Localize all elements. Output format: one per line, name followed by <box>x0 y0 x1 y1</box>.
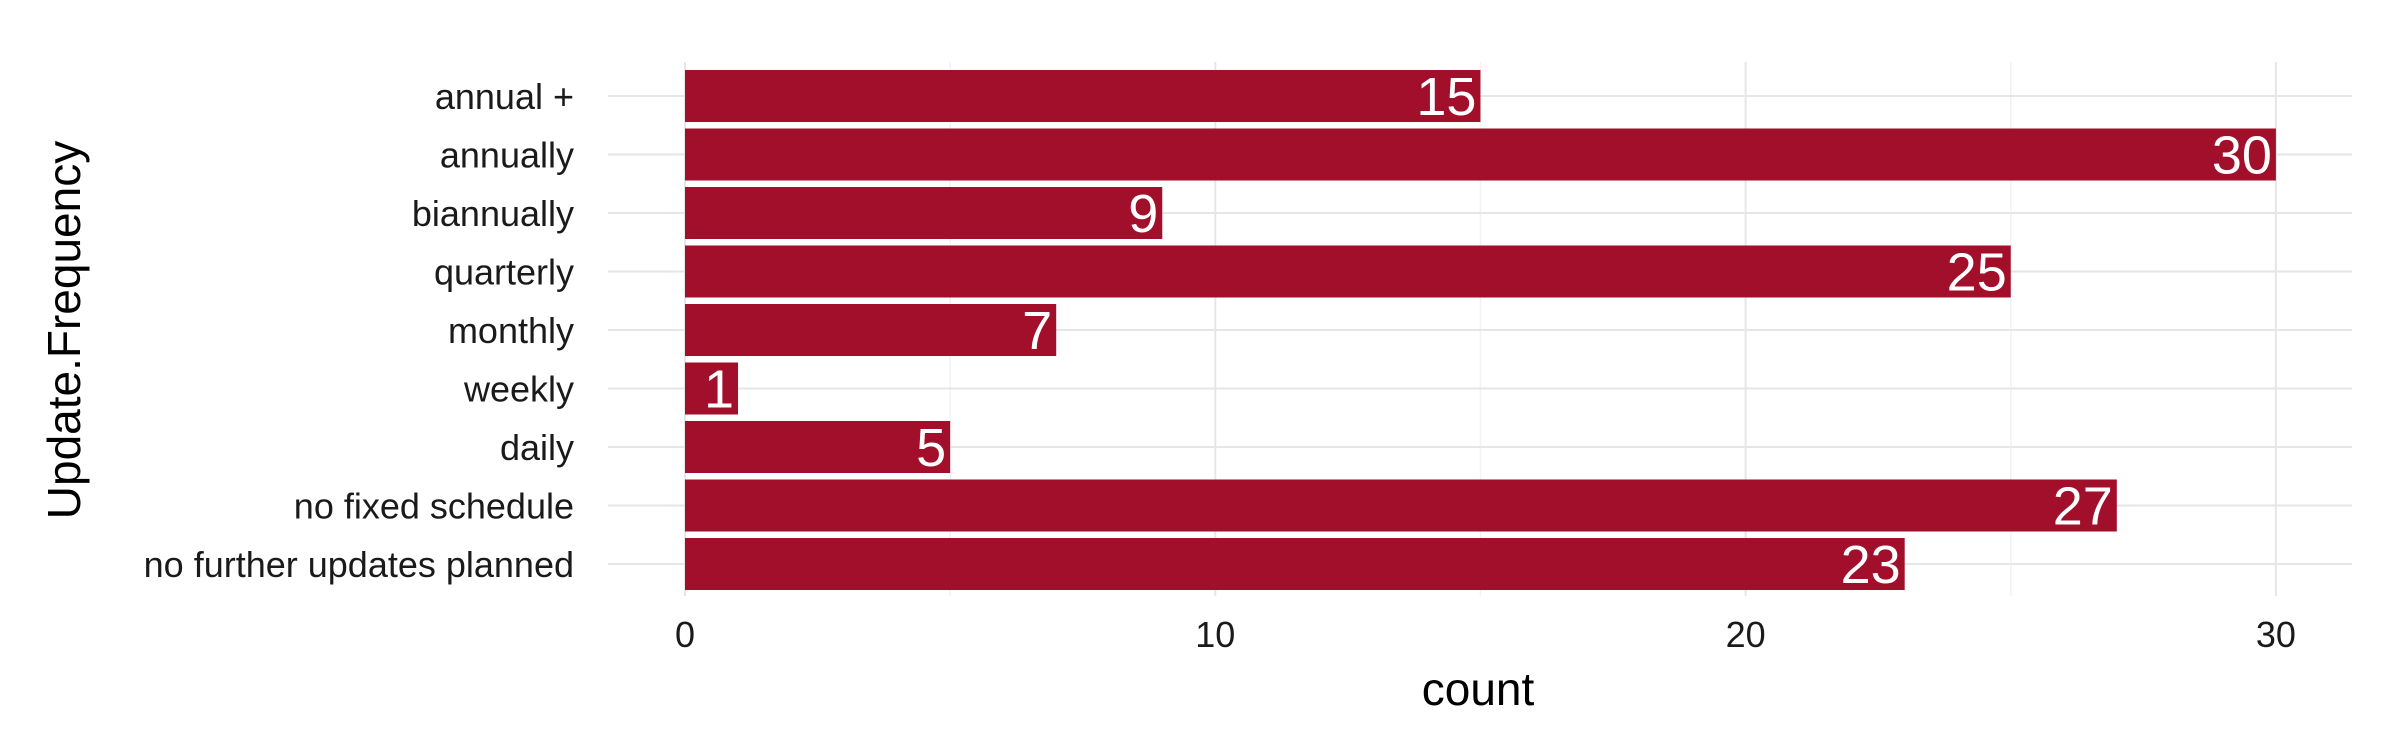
bar <box>685 245 2011 298</box>
bar <box>685 421 951 473</box>
bars-layer <box>685 70 2276 590</box>
bar <box>685 304 1057 356</box>
bar <box>685 362 739 415</box>
y-tick-label: monthly <box>448 310 574 351</box>
y-tick-labels: annual + annually biannually quarterly month… <box>144 76 574 585</box>
y-tick-label: annually <box>440 135 574 176</box>
y-tick-label: no fixed schedule <box>294 486 574 527</box>
x-tick-label: 0 <box>675 614 695 655</box>
y-tick-label: annual + <box>435 76 574 117</box>
data-label: 9 <box>1128 184 1158 244</box>
x-tick-label: 10 <box>1195 614 1235 655</box>
data-label: 30 <box>2212 126 2272 186</box>
data-label: 27 <box>2053 477 2113 537</box>
bar <box>685 128 2276 181</box>
x-tick-label: 20 <box>1726 614 1766 655</box>
y-tick-label: daily <box>500 427 574 468</box>
data-label: 23 <box>1841 535 1901 595</box>
x-axis-title: count <box>1422 663 1535 715</box>
data-label: 5 <box>916 418 946 478</box>
y-tick-label: biannually <box>412 193 574 234</box>
data-label: 1 <box>704 360 734 420</box>
bar <box>685 479 2117 532</box>
data-label: 15 <box>1416 67 1476 127</box>
bar <box>685 187 1163 239</box>
data-label: 25 <box>1947 243 2007 303</box>
data-label: 7 <box>1022 301 1052 361</box>
y-axis-title: Update.Frequency <box>38 141 90 519</box>
y-tick-label: weekly <box>463 369 574 410</box>
bar <box>685 538 1905 590</box>
x-tick-label: 30 <box>2256 614 2296 655</box>
y-tick-label: quarterly <box>434 252 574 293</box>
x-tick-labels: 0 10 20 30 <box>675 614 2296 655</box>
bar <box>685 70 1481 122</box>
y-tick-label: no further updates planned <box>144 544 574 585</box>
